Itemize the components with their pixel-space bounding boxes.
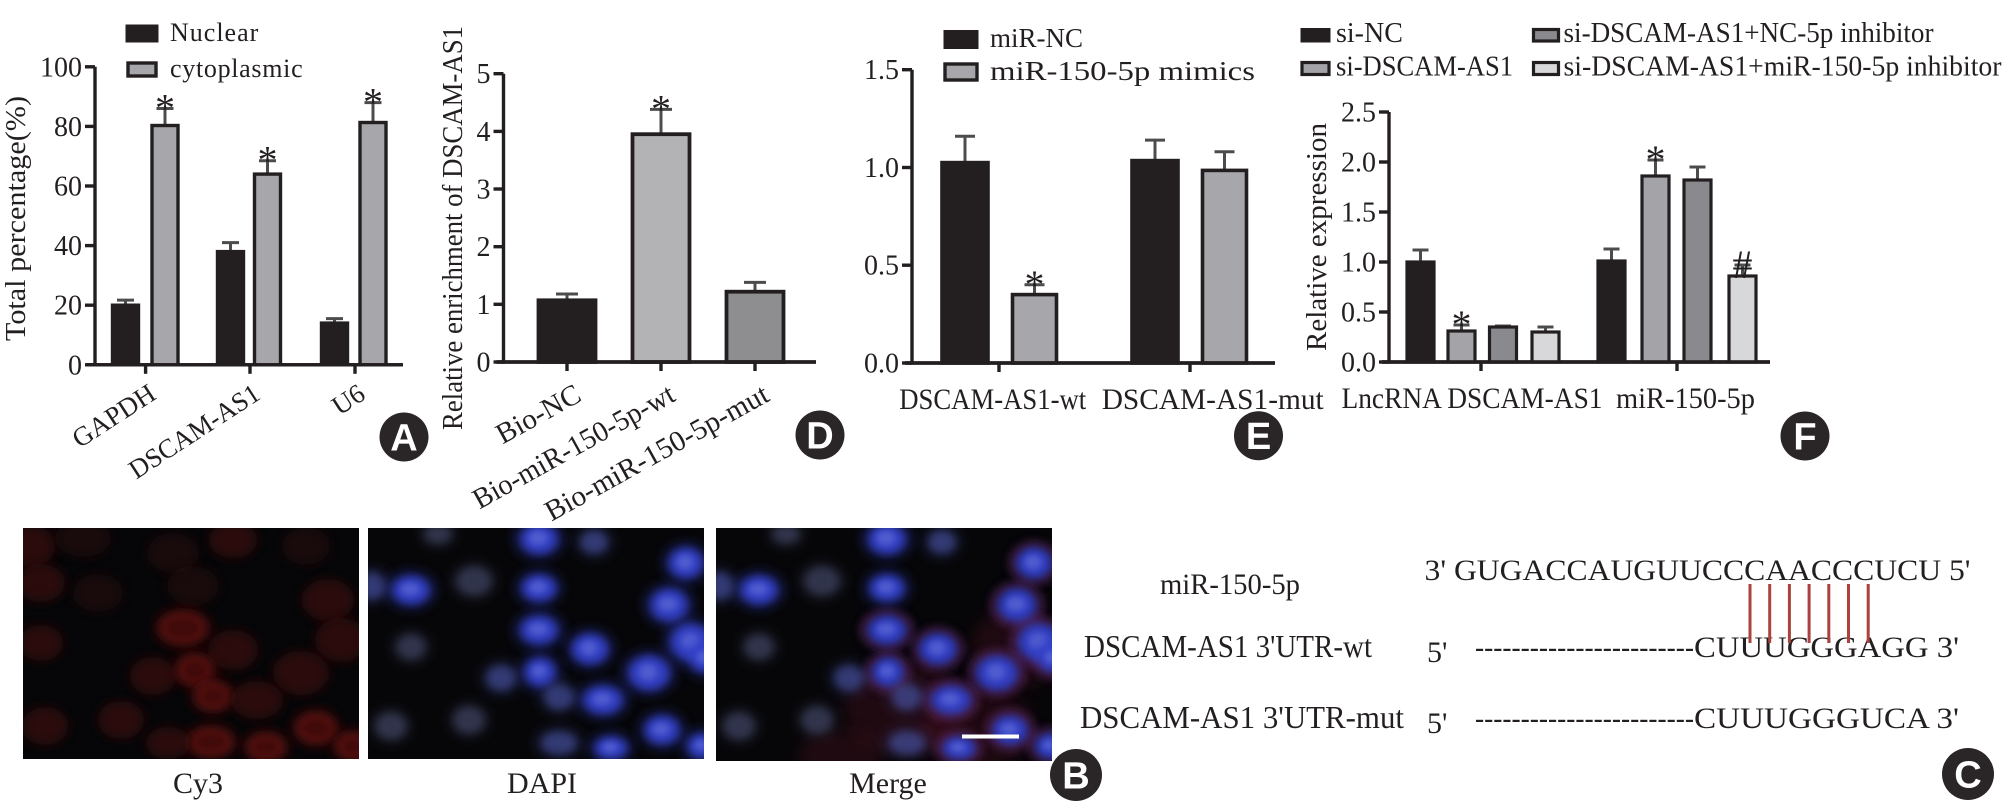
svg-text:CUUUGGGUCA 3': CUUUGGGUCA 3': [1694, 702, 1959, 735]
svg-text:40: 40: [54, 231, 82, 262]
svg-text:5': 5': [1427, 707, 1447, 740]
svg-text:cytoplasmic: cytoplasmic: [170, 54, 303, 83]
svg-text:100: 100: [40, 52, 82, 83]
svg-text:------------------------: ------------------------: [1475, 631, 1694, 664]
svg-text:3: 3: [477, 175, 491, 206]
svg-text:*: *: [258, 138, 278, 183]
svg-text:*: *: [1646, 137, 1666, 182]
svg-text:Relative expression: Relative expression: [1301, 123, 1333, 351]
svg-text:2.0: 2.0: [1341, 148, 1376, 179]
svg-text:4: 4: [477, 117, 491, 148]
svg-text:*: *: [155, 86, 175, 131]
svg-text:C: C: [1954, 755, 1981, 797]
svg-text:60: 60: [54, 172, 82, 203]
svg-text:LncRNA DSCAM-AS1: LncRNA DSCAM-AS1: [1342, 382, 1603, 415]
svg-text:20: 20: [54, 291, 82, 322]
svg-text:1: 1: [477, 290, 491, 321]
svg-text:1.0: 1.0: [864, 153, 899, 184]
svg-text:U6: U6: [326, 378, 370, 421]
svg-text:D: D: [806, 416, 833, 458]
svg-text:Relative enrichment of DSCAM-A: Relative enrichment of DSCAM-AS1: [438, 26, 469, 430]
svg-text:*: *: [363, 80, 383, 125]
svg-text:miR-NC: miR-NC: [990, 23, 1083, 53]
svg-text:------------------------: ------------------------: [1475, 702, 1694, 735]
svg-text:DSCAM-AS1-mut: DSCAM-AS1-mut: [1102, 383, 1325, 416]
svg-text:*: *: [1452, 302, 1472, 347]
svg-text:B: B: [1062, 756, 1089, 798]
svg-text:si-DSCAM-AS1: si-DSCAM-AS1: [1336, 52, 1513, 83]
svg-text:0: 0: [68, 350, 82, 381]
svg-text:5: 5: [477, 59, 491, 90]
svg-text:3' GUGACCAUGUUCCCAACCCUCU 5': 3' GUGACCAUGUUCCCAACCCUCU 5': [1425, 554, 1971, 587]
svg-text:80: 80: [54, 112, 82, 143]
svg-text:*: *: [1025, 262, 1045, 307]
svg-text:2.5: 2.5: [1341, 98, 1376, 129]
svg-text:0: 0: [477, 348, 491, 379]
svg-text:DSCAM-AS1-wt: DSCAM-AS1-wt: [899, 383, 1087, 416]
svg-text:#: #: [1733, 242, 1753, 287]
svg-text:si-DSCAM-AS1+miR-150-5p inhibi: si-DSCAM-AS1+miR-150-5p inhibitor: [1564, 52, 2003, 83]
svg-text:0.0: 0.0: [864, 349, 899, 380]
svg-text:0.5: 0.5: [1341, 298, 1376, 329]
svg-text:F: F: [1793, 417, 1816, 459]
svg-text:5': 5': [1427, 636, 1447, 669]
svg-text:DSCAM-AS1 3'UTR-wt: DSCAM-AS1 3'UTR-wt: [1084, 628, 1372, 664]
svg-text:1.0: 1.0: [1341, 248, 1376, 279]
svg-text:DAPI: DAPI: [507, 767, 577, 800]
svg-text:1.5: 1.5: [864, 55, 899, 86]
svg-text:*: *: [651, 86, 671, 131]
svg-text:miR-150-5p mimics: miR-150-5p mimics: [990, 56, 1255, 86]
svg-text:DSCAM-AS1 3'UTR-mut: DSCAM-AS1 3'UTR-mut: [1080, 699, 1404, 735]
svg-text:si-DSCAM-AS1+NC-5p inhibitor: si-DSCAM-AS1+NC-5p inhibitor: [1564, 18, 1935, 49]
svg-text:1.5: 1.5: [1341, 198, 1376, 229]
svg-text:Total percentage(%): Total percentage(%): [1, 96, 32, 341]
svg-text:miR-150-5p: miR-150-5p: [1160, 568, 1300, 601]
svg-text:0.0: 0.0: [1341, 348, 1376, 379]
svg-text:Merge: Merge: [849, 767, 927, 800]
svg-text:E: E: [1246, 416, 1271, 458]
svg-text:A: A: [390, 418, 417, 460]
svg-text:GAPDH: GAPDH: [67, 378, 161, 454]
svg-text:Cy3: Cy3: [173, 767, 223, 800]
svg-text:2: 2: [477, 232, 491, 263]
svg-text:CUUUGGGAGG 3': CUUUGGGAGG 3': [1694, 631, 1959, 664]
svg-text:miR-150-5p: miR-150-5p: [1616, 382, 1755, 415]
svg-text:Nuclear: Nuclear: [170, 18, 259, 47]
svg-text:0.5: 0.5: [864, 251, 899, 282]
svg-text:si-NC: si-NC: [1336, 18, 1403, 49]
